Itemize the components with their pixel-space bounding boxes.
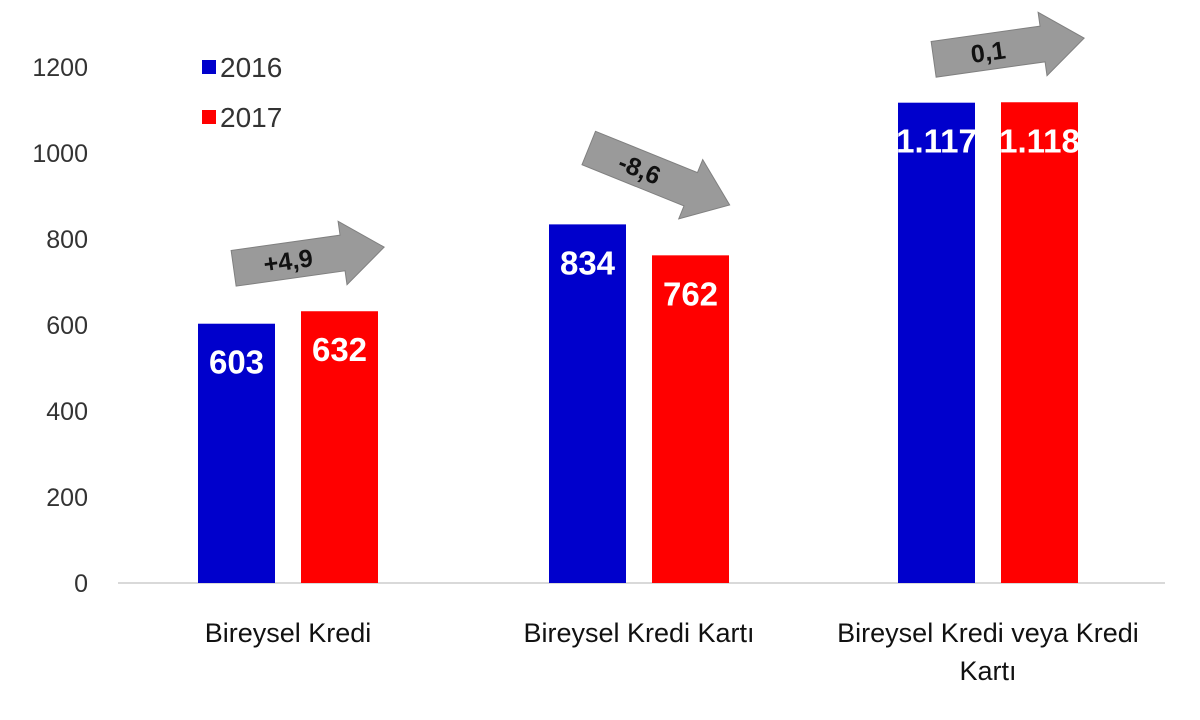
bar-value-label: 834	[560, 244, 616, 281]
y-tick-label: 1200	[32, 54, 88, 82]
change-label: 0,1	[969, 36, 1007, 69]
y-tick-label: 600	[46, 312, 88, 340]
y-tick-label: 1000	[32, 140, 88, 168]
bar-2017	[1001, 102, 1078, 583]
change-label: +4,9	[262, 244, 315, 279]
bar-value-labels: 603 632 834 762 1.117 1.118	[209, 122, 1080, 380]
bars	[198, 102, 1078, 583]
category-label: Bireysel Kredi Kartı	[523, 618, 754, 648]
change-arrow: +4,9	[230, 220, 385, 287]
bar-2017	[652, 255, 729, 583]
bar-value-label: 762	[663, 275, 718, 312]
arrow-shape	[230, 220, 385, 287]
bar-2017	[301, 311, 378, 583]
category-labels: Bireysel Kredi Bireysel Kredi Kartı Bireys…	[205, 618, 1139, 686]
legend-label: 2016	[220, 52, 282, 83]
y-axis: 0 200 400 600 800 1000 1200	[32, 54, 88, 598]
legend-swatch-2016	[202, 60, 216, 74]
y-tick-label: 800	[46, 226, 88, 254]
bar-2016	[549, 224, 626, 583]
arrow-shape	[581, 130, 731, 220]
bar-2016	[898, 102, 975, 583]
change-arrow: 0,1	[930, 11, 1085, 78]
change-arrows: +4,9 -8,6 0,1	[230, 11, 1085, 287]
bar-2016	[198, 323, 275, 583]
legend-label: 2017	[220, 102, 282, 133]
change-arrow: -8,6	[581, 130, 731, 220]
bar-value-label: 1.117	[896, 123, 977, 160]
category-label: Bireysel Kredi	[205, 618, 372, 648]
bar-value-label: 603	[209, 344, 264, 381]
bar-value-label: 632	[312, 331, 367, 368]
bar-value-label: 1.118	[999, 122, 1080, 159]
category-label: Bireysel Kredi veya Kredi	[837, 618, 1139, 648]
legend-swatch-2017	[202, 110, 216, 124]
y-tick-label: 400	[46, 398, 88, 426]
legend: 2016 2017	[202, 52, 282, 133]
y-tick-label: 0	[74, 570, 88, 598]
y-tick-label: 200	[46, 484, 88, 512]
category-label: Kartı	[959, 656, 1016, 686]
arrow-shape	[930, 11, 1085, 78]
